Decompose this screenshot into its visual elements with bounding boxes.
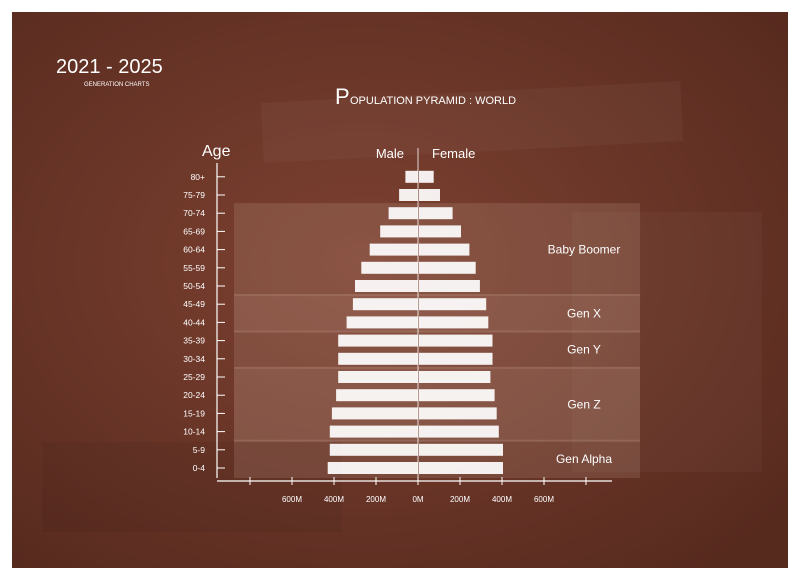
- bar-female: [419, 280, 480, 292]
- x-tick-label: 200M: [450, 495, 470, 504]
- bar-male: [336, 389, 418, 402]
- bar-male: [331, 407, 418, 420]
- y-axis-label: Age: [202, 143, 231, 160]
- bar-female: [419, 207, 453, 220]
- x-axis-ticks: 600M 400M 200M 0M 200M 400M 600M: [249, 477, 587, 504]
- bar-female: [419, 243, 470, 256]
- subtitle: GENERATION CHARTS: [84, 82, 149, 88]
- x-tick-label: 600M: [534, 495, 554, 504]
- bar-female: [419, 389, 495, 402]
- y-tick-label: 10-14: [183, 427, 205, 437]
- y-tick-label: 50-54: [183, 281, 205, 291]
- y-tick-label: 60-64: [183, 245, 205, 255]
- bar-male: [338, 371, 418, 383]
- bar-female: [419, 371, 491, 383]
- x-tick-label: 400M: [324, 495, 344, 504]
- bar-female: [419, 170, 434, 183]
- title-text: OPULATION PYRAMID : WORLD: [350, 95, 516, 107]
- y-axis-tick-labels: 0-4 5-9 10-14 15-19 20-24 25-29 30-34 35-39 40-4…: [183, 172, 205, 473]
- y-tick-label: 15-19: [183, 408, 205, 418]
- bar-male: [329, 425, 418, 438]
- y-axis-ticks: [217, 176, 225, 469]
- bar-female: [419, 334, 493, 347]
- bar-female: [419, 316, 489, 329]
- bar-male: [361, 261, 418, 274]
- bar-male: [399, 189, 418, 201]
- bar-female: [419, 425, 499, 438]
- x-tick-label: 0M: [412, 495, 423, 504]
- y-tick-label: 80+: [191, 172, 205, 182]
- bar-male: [352, 298, 418, 311]
- bar-female: [419, 352, 493, 365]
- legend-female: Female: [432, 146, 475, 161]
- y-tick-label: 20-24: [183, 390, 205, 400]
- generation-label: Gen Z: [567, 397, 600, 411]
- bar-male: [327, 462, 418, 474]
- bar-female: [419, 462, 503, 474]
- y-tick-label: 35-39: [183, 336, 205, 346]
- bar-male: [405, 170, 418, 183]
- generation-label: Gen Y: [567, 343, 601, 357]
- bar-male: [355, 280, 418, 292]
- bar-male: [388, 207, 418, 220]
- x-tick-label: 600M: [282, 495, 302, 504]
- bars: [327, 170, 503, 474]
- x-tick-label: 200M: [366, 495, 386, 504]
- y-tick-label: 75-79: [183, 190, 205, 200]
- y-tick-label: 70-74: [183, 208, 205, 218]
- generation-label: Gen X: [567, 306, 601, 320]
- bar-male: [338, 334, 418, 347]
- generation-label: Baby Boomer: [548, 243, 621, 257]
- y-tick-label: 25-29: [183, 372, 205, 382]
- y-tick-label: 40-44: [183, 317, 205, 327]
- y-tick-label: 65-69: [183, 226, 205, 236]
- bar-female: [419, 261, 476, 274]
- x-tick-label: 400M: [492, 495, 512, 504]
- bar-female: [419, 443, 503, 456]
- bar-male: [369, 243, 418, 256]
- bar-female: [419, 407, 497, 420]
- bar-female: [419, 189, 440, 201]
- y-tick-label: 45-49: [183, 299, 205, 309]
- bar-male: [338, 352, 418, 365]
- y-tick-label: 55-59: [183, 263, 205, 273]
- bar-male: [380, 225, 418, 238]
- bar-female: [419, 225, 461, 238]
- y-tick-label: 30-34: [183, 354, 205, 364]
- legend-male: Male: [376, 146, 404, 161]
- generation-labels: Baby Boomer Gen X Gen Y Gen Z Gen Alpha: [548, 243, 621, 466]
- bar-male: [346, 316, 418, 329]
- generation-label: Gen Alpha: [556, 452, 612, 466]
- y-tick-label: 0-4: [193, 463, 206, 473]
- y-tick-label: 5-9: [193, 445, 206, 455]
- years-title: 2021 - 2025: [56, 56, 163, 78]
- title-initial: P: [335, 84, 350, 109]
- bar-male: [329, 443, 418, 456]
- bar-female: [419, 298, 487, 311]
